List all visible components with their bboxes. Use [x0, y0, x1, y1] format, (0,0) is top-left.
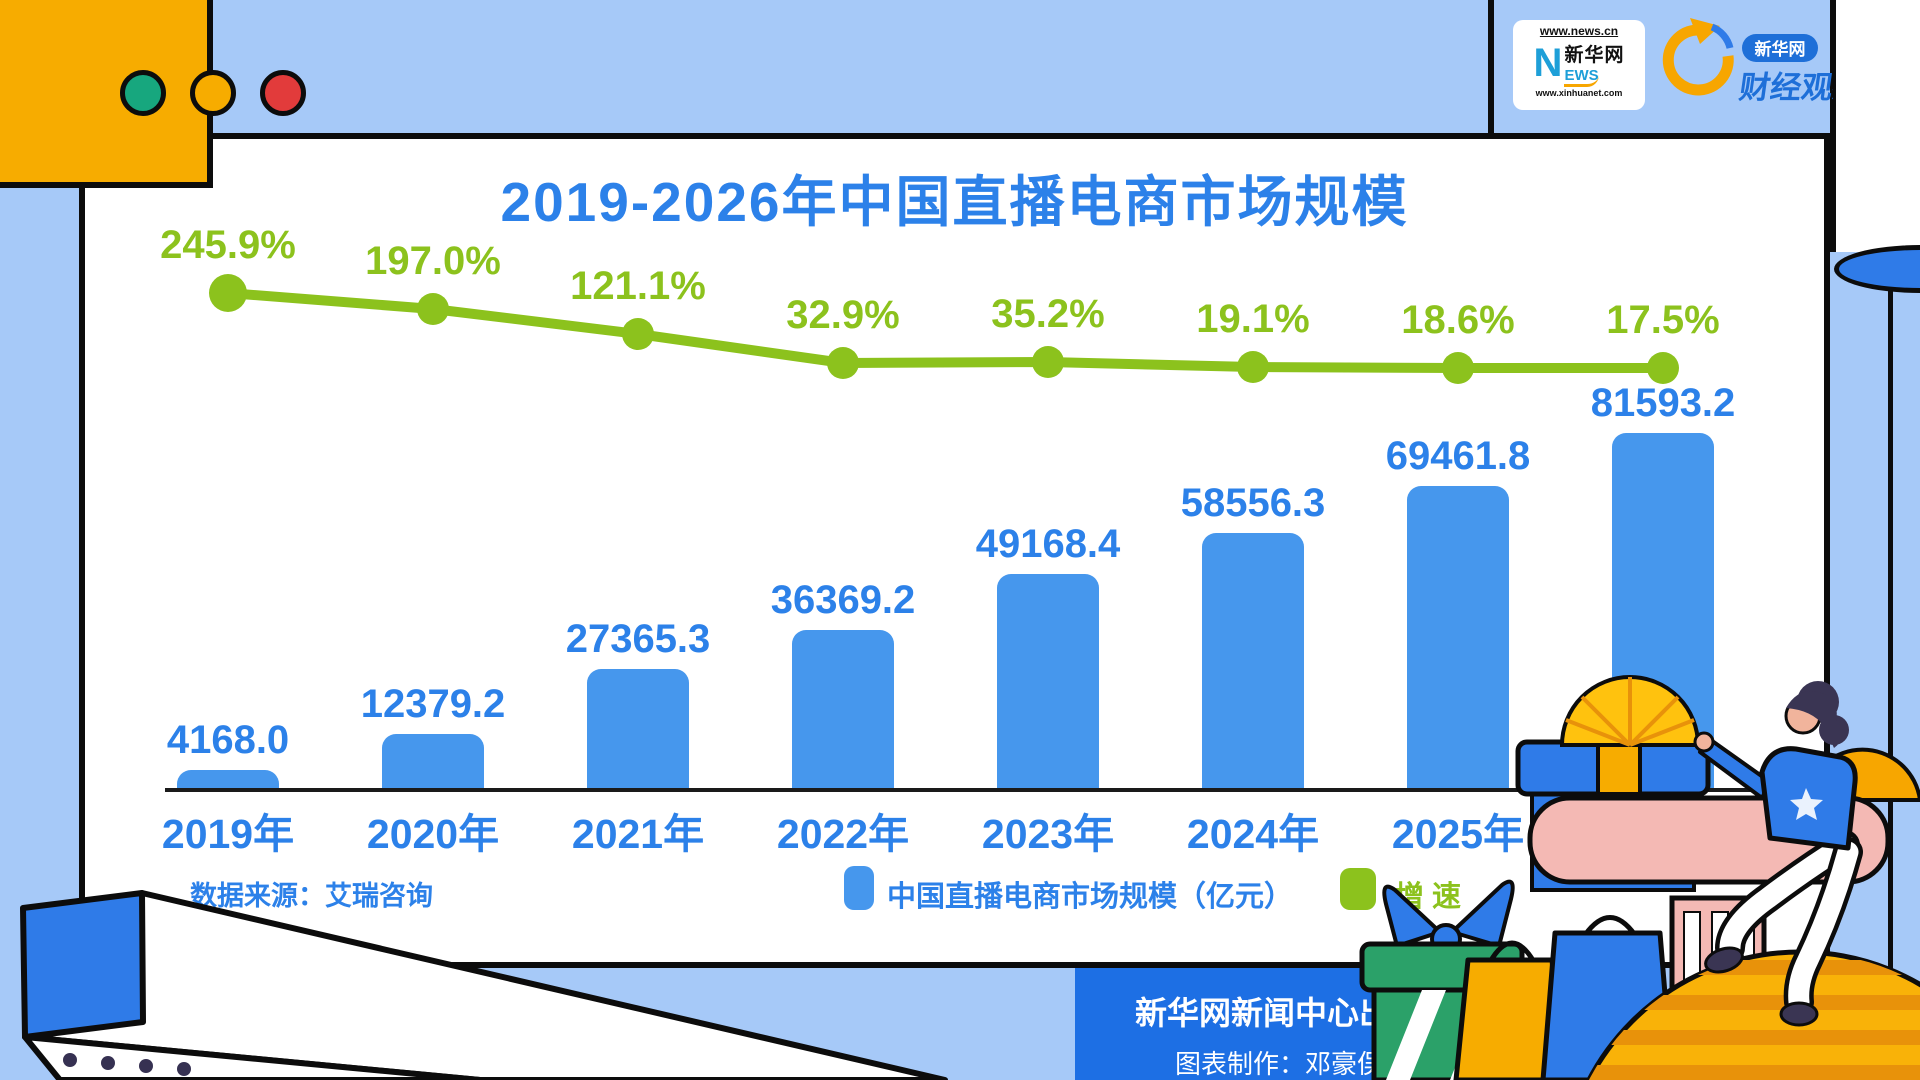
- deco-shopping-illustration: [1359, 675, 1920, 1080]
- x-axis-label-2019年: 2019年: [161, 811, 295, 857]
- deco-yellow-box: [0, 0, 213, 188]
- bar-2022年: [792, 630, 894, 788]
- bar-value-2020年: 12379.2: [360, 682, 506, 726]
- growth-line-series: [209, 274, 1679, 384]
- news-logo-n: N: [1533, 41, 1563, 85]
- growth-label-2022年: 32.9%: [786, 293, 900, 337]
- growth-point-2023年: [1032, 346, 1064, 378]
- deco-fan-yellow: [1559, 675, 1701, 747]
- growth-label-2023年: 35.2%: [991, 292, 1105, 336]
- news-logo-url-top: www.news.cn: [1539, 24, 1619, 38]
- bar-value-2023年: 49168.4: [975, 522, 1121, 566]
- bar-value-2024年: 58556.3: [1180, 481, 1326, 525]
- bar-value-2026年: 81593.2: [1590, 381, 1736, 425]
- footer-chart-maker: 图表制作：邓豪俣: [1174, 1049, 1383, 1079]
- x-axis-label-2020年: 2020年: [366, 811, 500, 857]
- growth-point-2019年: [209, 274, 247, 312]
- finance-logo-title: 财经观察: [1737, 70, 1833, 105]
- growth-label-2026年: 17.5%: [1606, 298, 1720, 342]
- news-logo-url-bottom: www.xinhuanet.com: [1535, 88, 1623, 98]
- x-axis-line: [165, 788, 1818, 792]
- window-dot-yellow: [190, 70, 236, 116]
- news-logo-ews: EWS: [1564, 67, 1599, 87]
- bar-2025年: [1407, 486, 1509, 788]
- gift-blue-ribbon: [1596, 740, 1642, 796]
- bar-value-2019年: 4168.0: [166, 718, 290, 762]
- bar-2021年: [587, 669, 689, 788]
- x-axis-label-2021年: 2021年: [571, 811, 705, 857]
- pole-border: [1830, 0, 1836, 252]
- legend-swatch-growth: [1340, 868, 1376, 910]
- deco-person: [1693, 681, 1863, 1027]
- bar-2020年: [382, 734, 484, 788]
- window-dot-red: [260, 70, 306, 116]
- bar-value-2025年: 69461.8: [1385, 434, 1531, 478]
- growth-point-2024年: [1237, 351, 1269, 383]
- x-axis-label-2022年: 2022年: [776, 811, 910, 857]
- growth-label-2025年: 18.6%: [1401, 298, 1515, 342]
- finance-logo-badge-text: 新华网: [1755, 39, 1806, 59]
- data-source-note: 数据来源：艾瑞咨询: [190, 881, 433, 911]
- chart-title: 2019-2026年中国直播电商市场规模: [500, 171, 1409, 233]
- growth-label-2020年: 197.0%: [365, 239, 501, 283]
- bar-2023年: [997, 574, 1099, 788]
- finance-logo-badge: [1742, 34, 1818, 62]
- finance-logo-arrowhead: [1690, 18, 1720, 44]
- growth-point-2021年: [622, 318, 654, 350]
- growth-label-2024年: 19.1%: [1196, 297, 1310, 341]
- right-white-panel: [1836, 0, 1920, 252]
- bar-2024年: [1202, 533, 1304, 788]
- finance-logo-blue-arc: [1710, 23, 1734, 50]
- deco-pole-cap: [1834, 245, 1920, 293]
- bar-2019年: [177, 770, 279, 788]
- growth-point-2022年: [827, 347, 859, 379]
- growth-line: [227, 288, 1663, 373]
- growth-point-2020年: [417, 293, 449, 325]
- finance-logo-arrow-arc: [1662, 24, 1734, 96]
- x-axis-label-2023年: 2023年: [981, 811, 1115, 857]
- x-axis-label-2024年: 2024年: [1186, 811, 1320, 857]
- xinhuanet-news-logo: www.news.cn N 新华网 EWS www.xinhuanet.com: [1513, 20, 1645, 110]
- bag-orange: [1453, 940, 1567, 1080]
- x-axis-label-2025年: 2025年: [1391, 811, 1525, 857]
- window-dot-green: [120, 70, 166, 116]
- news-logo-name: 新华网: [1564, 44, 1625, 66]
- growth-point-2026年: [1647, 352, 1679, 384]
- finance-watch-logo: 新华网 财经观察: [1662, 18, 1833, 105]
- growth-label-2019年: 245.9%: [160, 223, 296, 267]
- legend-label-market-size: 中国直播电商市场规模（亿元）: [887, 881, 1294, 913]
- bar-value-2022年: 36369.2: [770, 578, 916, 622]
- growth-label-2021年: 121.1%: [570, 264, 706, 308]
- bar-value-2021年: 27365.3: [565, 617, 711, 661]
- deco-beam-illustration: [20, 890, 948, 1080]
- legend-swatch-market-size: [844, 866, 874, 910]
- deco-pillar: [1888, 268, 1920, 1080]
- growth-point-2025年: [1442, 352, 1474, 384]
- top-divider-line: [1488, 0, 1494, 139]
